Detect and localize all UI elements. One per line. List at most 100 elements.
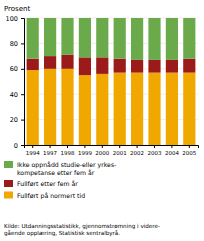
- tick-label: 100: [6, 15, 18, 23]
- bar: [131, 73, 143, 145]
- tick: 2003: [148, 145, 162, 156]
- tick-label: 1998: [61, 150, 75, 156]
- bar: [44, 56, 56, 69]
- bar: [27, 18, 39, 59]
- axis-title: Prosent: [4, 5, 30, 13]
- tick-mark: [21, 69, 24, 70]
- legend-swatch: [4, 161, 13, 168]
- tick: 1997: [43, 145, 57, 156]
- tick: 2004: [165, 145, 179, 156]
- tick: 20: [10, 116, 24, 124]
- bar: [114, 73, 126, 145]
- bars: [27, 18, 196, 145]
- tick-mark: [137, 145, 138, 148]
- tick-mark: [119, 145, 120, 148]
- legend-swatch: [4, 180, 13, 187]
- tick-mark: [154, 145, 155, 148]
- bar: [183, 73, 195, 145]
- bar: [61, 55, 73, 69]
- plot: 0 20 40 60 80 100 19941997 199819992000 20012002…: [6, 15, 199, 156]
- tick-mark: [32, 145, 33, 148]
- tick-label: 1997: [43, 150, 57, 156]
- tick-label: 2000: [95, 150, 109, 156]
- bar: [79, 18, 91, 57]
- tick-label: 20: [10, 116, 18, 124]
- tick-mark: [67, 145, 68, 148]
- bar: [148, 60, 160, 73]
- x-axis-line: [25, 146, 199, 149]
- grid: [24, 18, 198, 145]
- legend-label: Fullført på normert tid: [17, 192, 85, 200]
- bar: [114, 18, 126, 59]
- tick-mark: [50, 145, 51, 148]
- bar: [44, 69, 56, 145]
- bar: [44, 18, 56, 56]
- bar: [61, 69, 73, 145]
- bar: [183, 59, 195, 73]
- tick: 2001: [113, 145, 127, 156]
- bar: [166, 60, 178, 73]
- bar: [166, 18, 178, 60]
- legend-item: Fullført på normert tid: [4, 192, 85, 200]
- tick-label: 40: [10, 91, 18, 99]
- tick-label: 1999: [78, 150, 92, 156]
- tick-mark: [21, 94, 24, 95]
- bar: [61, 18, 73, 55]
- tick-label: 2002: [130, 150, 144, 156]
- tick: 40: [10, 91, 24, 99]
- tick-mark: [102, 145, 103, 148]
- tick-label: 60: [10, 65, 18, 73]
- y-axis-line: [21, 19, 25, 146]
- tick-label: 2003: [148, 150, 162, 156]
- bar: [131, 60, 143, 73]
- legend-swatch: [4, 192, 13, 199]
- tick: 100: [6, 15, 24, 23]
- bar: [131, 18, 143, 60]
- tick: 1994: [26, 145, 40, 156]
- legend-item: Ikke oppnådd studie-eller yrkes-kompetan…: [4, 161, 116, 177]
- x-axis: 19941997 199819992000 20012002 200320042005: [25, 145, 199, 156]
- tick-mark: [21, 120, 24, 121]
- tick-label: 1994: [26, 150, 40, 156]
- tick: 1999: [78, 145, 92, 156]
- tick-mark: [21, 43, 24, 44]
- bar: [183, 18, 195, 59]
- bar: [27, 59, 39, 70]
- bar: [96, 18, 108, 57]
- tick-mark: [189, 145, 190, 148]
- bar: [96, 57, 108, 74]
- source: Kilde: Utdanningsstatistikk, gjennomstrø…: [4, 223, 160, 237]
- tick-label: 80: [10, 40, 18, 48]
- tick: 80: [10, 40, 24, 48]
- tick-mark: [21, 145, 24, 146]
- legend-item: Fullført etter fem år: [4, 180, 78, 187]
- tick: 2005: [182, 145, 196, 156]
- tick-label: 2005: [182, 150, 196, 156]
- y-axis: 0 20 40 60 80 100: [6, 15, 25, 150]
- bar: [166, 73, 178, 145]
- tick-mark: [84, 145, 85, 148]
- tick: 0: [14, 142, 24, 150]
- legend: Ikke oppnådd studie-eller yrkes-kompetan…: [4, 161, 116, 200]
- tick: 2002: [130, 145, 144, 156]
- bar: [148, 18, 160, 60]
- legend-label: Fullført etter fem år: [17, 180, 78, 187]
- bar-series: [27, 18, 196, 60]
- bar: [148, 73, 160, 145]
- tick: 60: [10, 65, 24, 73]
- bar: [114, 59, 126, 73]
- legend-label: Ikke oppnådd studie-eller yrkes-kompetan…: [17, 161, 116, 177]
- bar: [79, 75, 91, 145]
- bar: [79, 57, 91, 75]
- tick-mark: [21, 18, 24, 19]
- bar: [27, 70, 39, 145]
- tick-label: 0: [14, 142, 18, 150]
- tick: 2000: [95, 145, 109, 156]
- bar: [96, 74, 108, 145]
- tick-label: 2001: [113, 150, 127, 156]
- tick-mark: [171, 145, 172, 148]
- chart: 0 20 40 60 80 100 19941997 199819992000 20012002…: [0, 0, 204, 241]
- bar-series: [27, 69, 196, 145]
- tick: 1998: [61, 145, 75, 156]
- tick-label: 2004: [165, 150, 179, 156]
